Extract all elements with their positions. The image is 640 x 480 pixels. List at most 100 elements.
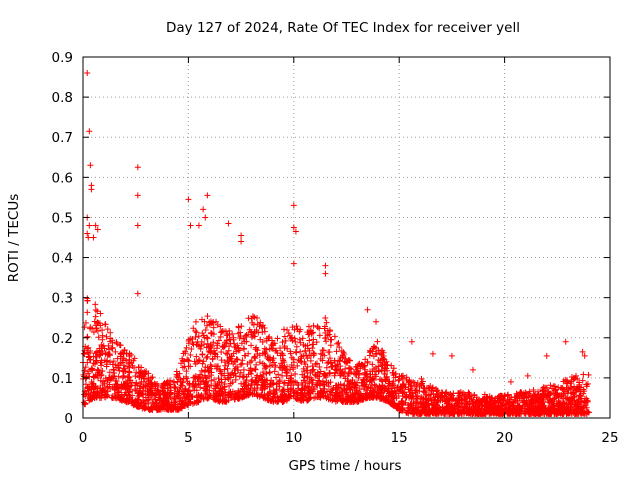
data-point — [210, 324, 217, 331]
data-point — [363, 371, 370, 378]
data-point — [553, 400, 560, 407]
data-point — [240, 366, 247, 373]
data-point — [94, 327, 101, 334]
data-point — [357, 362, 364, 369]
data-point — [326, 328, 333, 335]
data-point — [200, 332, 207, 339]
data-point — [216, 378, 223, 385]
data-point — [213, 318, 220, 325]
y-tick-label: 0.8 — [52, 90, 73, 106]
data-point — [293, 323, 300, 330]
data-point — [397, 407, 404, 414]
data-point — [237, 333, 244, 340]
data-point — [338, 392, 345, 399]
data-point — [110, 366, 117, 373]
data-point — [547, 382, 554, 389]
data-point — [459, 403, 466, 410]
data-point — [177, 405, 184, 412]
data-point — [179, 355, 186, 362]
data-point — [96, 392, 103, 399]
data-point — [502, 405, 509, 412]
data-point — [226, 383, 233, 390]
data-point — [117, 393, 124, 400]
data-point — [171, 395, 178, 402]
data-point — [214, 340, 221, 347]
data-point — [465, 391, 472, 398]
data-point — [247, 359, 254, 366]
data-point — [370, 353, 377, 360]
data-point — [92, 222, 99, 229]
data-point — [176, 370, 183, 377]
data-point — [408, 338, 415, 345]
data-point — [243, 373, 250, 380]
data-point — [317, 350, 324, 357]
y-tick-label: 0.1 — [52, 371, 73, 387]
data-point — [568, 384, 575, 391]
data-point — [309, 366, 316, 373]
data-point — [97, 385, 104, 392]
data-point — [204, 335, 211, 342]
data-point — [443, 407, 450, 414]
data-point — [193, 373, 199, 380]
data-point — [82, 375, 89, 382]
data-point — [215, 363, 222, 370]
data-point — [234, 367, 241, 374]
data-point — [395, 377, 402, 384]
data-point — [287, 350, 294, 357]
data-point — [574, 408, 581, 415]
data-point — [85, 390, 92, 397]
data-point — [374, 338, 381, 345]
data-point — [206, 344, 213, 351]
data-point — [193, 329, 200, 336]
data-point — [113, 339, 120, 346]
data-point — [168, 405, 175, 412]
data-point — [120, 350, 127, 357]
data-point — [251, 354, 258, 361]
data-point — [545, 405, 552, 412]
chart-title: Day 127 of 2024, Rate Of TEC Index for r… — [166, 20, 520, 36]
data-point — [204, 313, 211, 320]
data-point — [270, 391, 277, 398]
data-point — [270, 398, 277, 405]
data-point — [379, 378, 386, 385]
data-point — [404, 409, 411, 416]
data-point — [316, 332, 323, 339]
data-point — [195, 342, 202, 349]
data-point — [348, 366, 355, 373]
data-point — [216, 366, 223, 373]
data-point — [419, 378, 426, 385]
data-point — [321, 371, 328, 378]
data-point — [490, 399, 497, 406]
data-point — [183, 344, 190, 351]
data-point — [148, 394, 155, 401]
y-tick-label: 0.3 — [52, 291, 73, 307]
data-point — [540, 396, 547, 403]
data-point — [334, 389, 341, 396]
y-tick-label: 0.4 — [52, 251, 73, 267]
data-point — [281, 333, 288, 340]
data-point — [253, 345, 260, 352]
data-point — [543, 393, 550, 400]
data-point — [110, 358, 117, 365]
data-point — [173, 373, 180, 380]
data-point — [565, 396, 572, 403]
data-point — [137, 368, 144, 375]
data-point — [336, 358, 343, 365]
data-point — [385, 386, 392, 393]
data-point — [320, 388, 327, 395]
data-point — [305, 390, 312, 397]
data-point — [92, 360, 99, 367]
data-point — [324, 359, 331, 366]
data-point — [524, 372, 531, 379]
data-point — [321, 385, 328, 392]
data-point — [389, 369, 396, 376]
data-point — [294, 362, 301, 369]
data-point — [276, 378, 283, 385]
data-point — [84, 70, 91, 77]
data-point — [322, 270, 329, 277]
data-point — [550, 408, 557, 415]
data-point — [251, 386, 258, 393]
data-point — [580, 371, 587, 378]
data-point — [509, 402, 516, 409]
data-point — [390, 393, 397, 400]
